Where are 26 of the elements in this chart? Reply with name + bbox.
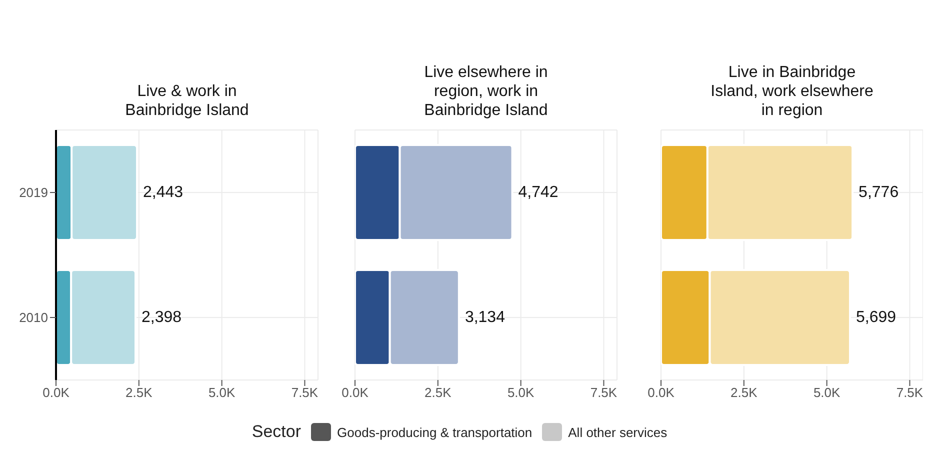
chart-title: Live & work in Bainbridge Island: [124, 82, 250, 120]
x-tick-label: 0.0K: [648, 385, 675, 400]
chart-title: Live elsewhere in region, work in Bainbridge Island: [423, 63, 549, 120]
x-tick-label: 2.5K: [424, 385, 452, 400]
total-label: 4,742: [518, 184, 558, 201]
total-label: 2,443: [143, 184, 184, 201]
x-tick-label: 7.5K: [291, 385, 318, 400]
x-tick-label: 0.0K: [342, 385, 369, 400]
x-tick-label: 2.5K: [730, 385, 758, 400]
x-tick-label: 7.5K: [590, 385, 618, 400]
total-label: 3,134: [464, 309, 506, 326]
x-tick-label: 5.0K: [813, 385, 841, 400]
x-tick-label: 5.0K: [507, 385, 535, 400]
x-tick-label: 2.5K: [126, 385, 153, 400]
y-tick-label: 2019: [19, 185, 48, 200]
total-label: 5,699: [856, 309, 896, 326]
text: All other services: [567, 424, 668, 441]
x-tick-label: 0.0K: [42, 385, 70, 400]
total-label: 2,398: [142, 309, 182, 326]
text: Goods-producing & transportation: [336, 424, 532, 441]
y-tick-label: 2010: [19, 310, 48, 326]
x-tick-label: 5.0K: [208, 385, 236, 400]
total-label: 5,776: [858, 184, 899, 201]
chart-title: Live in Bainbridge Island, work elsewhere in region: [710, 63, 874, 120]
legend-title: Sector: [252, 422, 302, 442]
x-tick-label: 7.5K: [896, 385, 924, 400]
